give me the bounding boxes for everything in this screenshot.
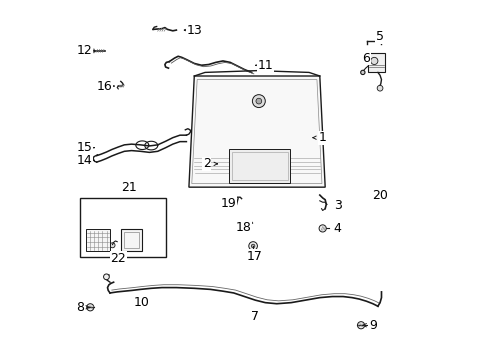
Text: 5: 5 [375, 30, 383, 43]
Text: 14: 14 [77, 154, 93, 167]
Text: 20: 20 [371, 189, 387, 202]
Circle shape [86, 304, 94, 311]
Text: 3: 3 [333, 199, 341, 212]
Text: 22: 22 [110, 252, 126, 265]
Text: 15: 15 [77, 141, 93, 154]
Text: 8: 8 [76, 301, 84, 314]
Circle shape [248, 242, 257, 250]
Text: 21: 21 [121, 181, 137, 194]
Circle shape [110, 243, 115, 248]
Circle shape [357, 321, 364, 329]
Text: 19: 19 [221, 197, 236, 210]
Bar [80, 198, 165, 257]
Text: 18: 18 [235, 221, 251, 234]
Text: 6: 6 [362, 51, 369, 64]
Text: 11: 11 [257, 59, 273, 72]
Bar [229, 149, 290, 183]
Circle shape [376, 85, 382, 91]
Text: 13: 13 [186, 24, 202, 37]
Text: 2: 2 [203, 157, 210, 170]
Text: 16: 16 [97, 80, 112, 93]
Bar [121, 229, 142, 251]
Text: 1: 1 [318, 131, 326, 144]
Text: 10: 10 [133, 296, 149, 309]
Circle shape [255, 98, 261, 104]
Bar [232, 152, 287, 180]
Circle shape [251, 244, 254, 248]
Text: 12: 12 [77, 44, 93, 57]
Circle shape [103, 274, 109, 280]
Circle shape [319, 225, 325, 232]
Circle shape [252, 95, 265, 108]
Text: 9: 9 [368, 319, 376, 332]
Text: 17: 17 [246, 249, 262, 262]
Polygon shape [188, 76, 325, 187]
Text: 7: 7 [250, 310, 258, 324]
Bar [367, 53, 385, 72]
Circle shape [370, 57, 377, 64]
Text: 4: 4 [333, 222, 341, 235]
Circle shape [360, 70, 364, 75]
Bar [123, 232, 139, 248]
Bar [86, 229, 110, 251]
Circle shape [125, 234, 137, 246]
